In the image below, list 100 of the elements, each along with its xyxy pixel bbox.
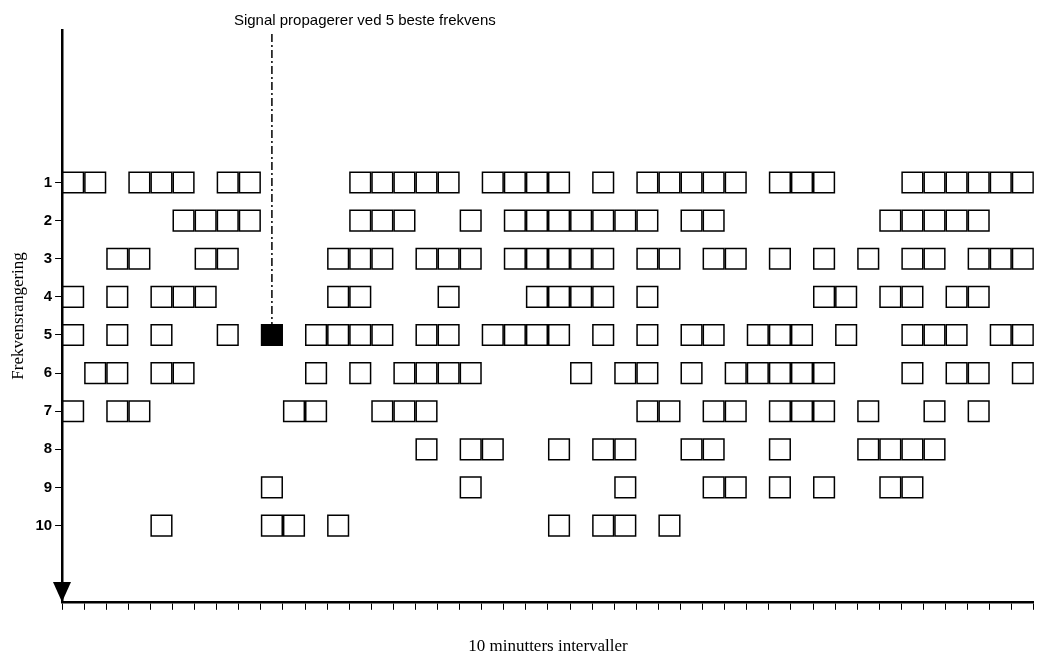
- point: [813, 476, 836, 499]
- point: [282, 400, 306, 423]
- point: [813, 247, 836, 270]
- text: Signal propagerer ved 5 beste frekvens: [233, 10, 496, 28]
- point: [327, 514, 350, 537]
- point: [194, 247, 217, 270]
- point: [570, 247, 593, 270]
- point: [260, 323, 283, 347]
- point: [150, 285, 173, 308]
- point: [879, 209, 902, 232]
- point: [901, 438, 924, 461]
- point: [216, 247, 239, 270]
- point: [901, 362, 924, 385]
- point: [415, 247, 438, 270]
- point: [680, 209, 703, 232]
- point: [923, 209, 946, 232]
- point: [106, 323, 129, 347]
- point: [967, 285, 990, 308]
- point: [702, 438, 725, 461]
- point: [547, 514, 571, 537]
- point: [415, 362, 438, 385]
- point: [172, 209, 195, 232]
- point: [503, 209, 526, 232]
- point: [349, 209, 372, 232]
- point: [923, 323, 946, 347]
- point: [62, 323, 85, 347]
- y-tick-label: 1: [43, 172, 53, 190]
- point: [945, 323, 968, 347]
- point: [106, 400, 129, 423]
- point: [768, 323, 791, 347]
- point: [923, 247, 946, 270]
- point: [260, 476, 283, 499]
- point: [702, 476, 725, 499]
- point: [768, 247, 791, 270]
- point: [371, 171, 394, 194]
- point: [879, 438, 902, 461]
- point: [415, 323, 438, 347]
- point: [592, 209, 615, 232]
- y-tick-label: 5: [43, 325, 53, 343]
- point: [901, 476, 924, 499]
- point: [636, 400, 659, 423]
- point: [658, 247, 681, 270]
- y-tick-label: 2: [43, 210, 53, 228]
- point: [702, 247, 725, 270]
- point: [349, 247, 372, 270]
- point: [923, 171, 946, 194]
- point: [790, 171, 814, 194]
- point: [172, 362, 195, 385]
- point: [62, 285, 85, 308]
- point: [172, 171, 195, 194]
- point: [923, 400, 946, 423]
- point: [614, 476, 637, 499]
- point: [128, 247, 151, 270]
- point: [327, 323, 350, 347]
- x-axis-title: 10 minutters intervaller: [468, 636, 629, 656]
- point: [503, 247, 526, 270]
- point: [768, 438, 791, 461]
- point: [525, 171, 549, 194]
- point: [614, 438, 637, 461]
- point: [437, 171, 460, 194]
- point: [967, 247, 990, 270]
- point: [415, 171, 438, 194]
- point: [393, 209, 416, 232]
- point: [857, 400, 880, 423]
- point: [547, 247, 571, 270]
- point: [106, 285, 129, 308]
- point: [724, 476, 747, 499]
- point: [172, 285, 195, 308]
- point: [813, 400, 836, 423]
- point: [503, 171, 526, 194]
- point: [901, 171, 924, 194]
- point: [724, 171, 747, 194]
- point: [636, 247, 659, 270]
- point: [592, 247, 615, 270]
- point: [724, 247, 747, 270]
- point: [547, 323, 571, 347]
- point: [901, 285, 924, 308]
- point: [901, 323, 924, 347]
- point: [371, 400, 394, 423]
- point: [680, 362, 703, 385]
- point: [592, 514, 615, 537]
- point: [724, 362, 747, 385]
- point: [636, 362, 659, 385]
- y-tick-label: 7: [43, 401, 53, 419]
- point: [570, 362, 593, 385]
- point: [592, 438, 615, 461]
- point: [967, 400, 990, 423]
- point: [216, 171, 239, 194]
- point: [327, 247, 350, 270]
- point: [702, 209, 725, 232]
- point: [790, 323, 814, 347]
- point: [1011, 362, 1034, 385]
- point: [525, 247, 549, 270]
- point: [945, 171, 968, 194]
- point: [84, 362, 107, 385]
- point: [592, 171, 615, 194]
- y-tick-label: 8: [43, 439, 53, 457]
- point: [967, 171, 990, 194]
- point: [305, 400, 328, 423]
- point: [349, 285, 372, 308]
